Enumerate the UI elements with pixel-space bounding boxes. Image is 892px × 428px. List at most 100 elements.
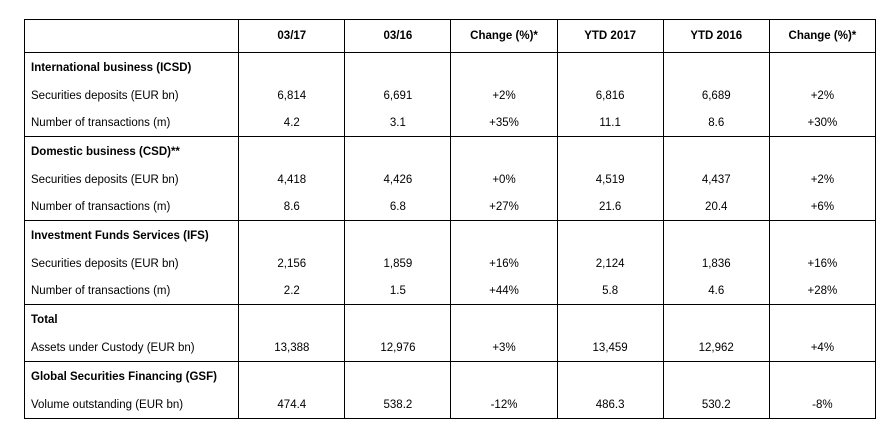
empty-cell — [450, 304, 558, 334]
empty-cell — [768, 361, 877, 391]
row-label: Assets under Custody (EUR bn) — [23, 334, 240, 362]
value-cell: +2% — [768, 166, 877, 193]
row-label: Securities deposits (EUR bn) — [23, 82, 240, 109]
section-title: Total — [23, 304, 240, 334]
empty-cell — [238, 136, 346, 166]
value-cell: 6,691 — [344, 82, 452, 109]
value-cell: +2% — [450, 82, 558, 109]
column-header: YTD 2017 — [556, 19, 664, 53]
value-cell: +30% — [768, 109, 877, 137]
value-cell: +16% — [768, 250, 877, 277]
section-header-row: Global Securities Financing (GSF) — [23, 361, 877, 391]
data-row: Securities deposits (EUR bn) 2,156 1,859 +1… — [23, 250, 877, 277]
data-row: Securities deposits (EUR bn) 4,418 4,426 +0… — [23, 166, 877, 193]
value-cell: 6,816 — [556, 82, 664, 109]
value-cell: +44% — [450, 277, 558, 305]
data-row: Volume outstanding (EUR bn) 474.4 538.2 -12… — [23, 391, 877, 419]
row-label: Number of transactions (m) — [23, 193, 240, 221]
value-cell: 8.6 — [662, 109, 770, 137]
column-header: 03/16 — [344, 19, 452, 53]
empty-cell — [450, 220, 558, 250]
empty-cell — [662, 220, 770, 250]
row-label: Securities deposits (EUR bn) — [23, 250, 240, 277]
empty-cell — [344, 136, 452, 166]
value-cell: 4,426 — [344, 166, 452, 193]
value-cell: 1,859 — [344, 250, 452, 277]
value-cell: 21.6 — [556, 193, 664, 221]
empty-cell — [662, 361, 770, 391]
value-cell: 2,124 — [556, 250, 664, 277]
section-header-row: Domestic business (CSD)** — [23, 136, 877, 166]
value-cell: 6.8 — [344, 193, 452, 221]
value-cell: 12,976 — [344, 334, 452, 362]
section-header-row: Investment Funds Services (IFS) — [23, 220, 877, 250]
data-row: Number of transactions (m) 4.2 3.1 +35% 11.1… — [23, 109, 877, 137]
value-cell: 538.2 — [344, 391, 452, 419]
value-cell: +27% — [450, 193, 558, 221]
column-header: Change (%)* — [450, 19, 558, 53]
empty-cell — [556, 136, 664, 166]
empty-cell — [768, 136, 877, 166]
value-cell: +4% — [768, 334, 877, 362]
value-cell: 1,836 — [662, 250, 770, 277]
section-header-row: International business (ICSD) — [23, 52, 877, 82]
value-cell: 486.3 — [556, 391, 664, 419]
value-cell: -8% — [768, 391, 877, 419]
value-cell: +0% — [450, 166, 558, 193]
value-cell: 6,689 — [662, 82, 770, 109]
value-cell: 2,156 — [238, 250, 346, 277]
empty-cell — [238, 361, 346, 391]
empty-cell — [238, 52, 346, 82]
empty-cell — [556, 52, 664, 82]
header-empty-cell — [23, 19, 240, 53]
value-cell: +6% — [768, 193, 877, 221]
empty-cell — [768, 52, 877, 82]
empty-cell — [238, 304, 346, 334]
value-cell: -12% — [450, 391, 558, 419]
data-row: Securities deposits (EUR bn) 6,814 6,691 +2… — [23, 82, 877, 109]
empty-cell — [556, 304, 664, 334]
value-cell: 1.5 — [344, 277, 452, 305]
empty-cell — [662, 304, 770, 334]
empty-cell — [662, 136, 770, 166]
column-header: 03/17 — [238, 19, 346, 53]
section-header-row: Total — [23, 304, 877, 334]
row-label: Securities deposits (EUR bn) — [23, 166, 240, 193]
empty-cell — [344, 361, 452, 391]
empty-cell — [768, 304, 877, 334]
kpi-table: 03/17 03/16 Change (%)* YTD 2017 YTD 201… — [23, 19, 877, 419]
empty-cell — [450, 136, 558, 166]
value-cell: 4.6 — [662, 277, 770, 305]
value-cell: +3% — [450, 334, 558, 362]
section-title: Global Securities Financing (GSF) — [23, 361, 240, 391]
value-cell: 3.1 — [344, 109, 452, 137]
value-cell: +2% — [768, 82, 877, 109]
value-cell: 6,814 — [238, 82, 346, 109]
row-label: Number of transactions (m) — [23, 277, 240, 305]
section-title: International business (ICSD) — [23, 52, 240, 82]
value-cell: 13,388 — [238, 334, 346, 362]
value-cell: 4.2 — [238, 109, 346, 137]
data-row: Number of transactions (m) 8.6 6.8 +27% 21.6… — [23, 193, 877, 221]
row-label: Volume outstanding (EUR bn) — [23, 391, 240, 419]
empty-cell — [238, 220, 346, 250]
empty-cell — [344, 220, 452, 250]
value-cell: 530.2 — [662, 391, 770, 419]
value-cell: 20.4 — [662, 193, 770, 221]
value-cell: 8.6 — [238, 193, 346, 221]
data-row: Number of transactions (m) 2.2 1.5 +44% 5.8 4… — [23, 277, 877, 305]
value-cell: 4,519 — [556, 166, 664, 193]
value-cell: +28% — [768, 277, 877, 305]
header-row: 03/17 03/16 Change (%)* YTD 2017 YTD 201… — [23, 19, 877, 53]
empty-cell — [344, 52, 452, 82]
empty-cell — [344, 304, 452, 334]
value-cell: 11.1 — [556, 109, 664, 137]
value-cell: 474.4 — [238, 391, 346, 419]
empty-cell — [450, 52, 558, 82]
empty-cell — [556, 220, 664, 250]
section-title: Domestic business (CSD)** — [23, 136, 240, 166]
value-cell: +16% — [450, 250, 558, 277]
kpi-table-body: 03/17 03/16 Change (%)* YTD 2017 YTD 201… — [23, 19, 877, 419]
empty-cell — [556, 361, 664, 391]
value-cell: 2.2 — [238, 277, 346, 305]
